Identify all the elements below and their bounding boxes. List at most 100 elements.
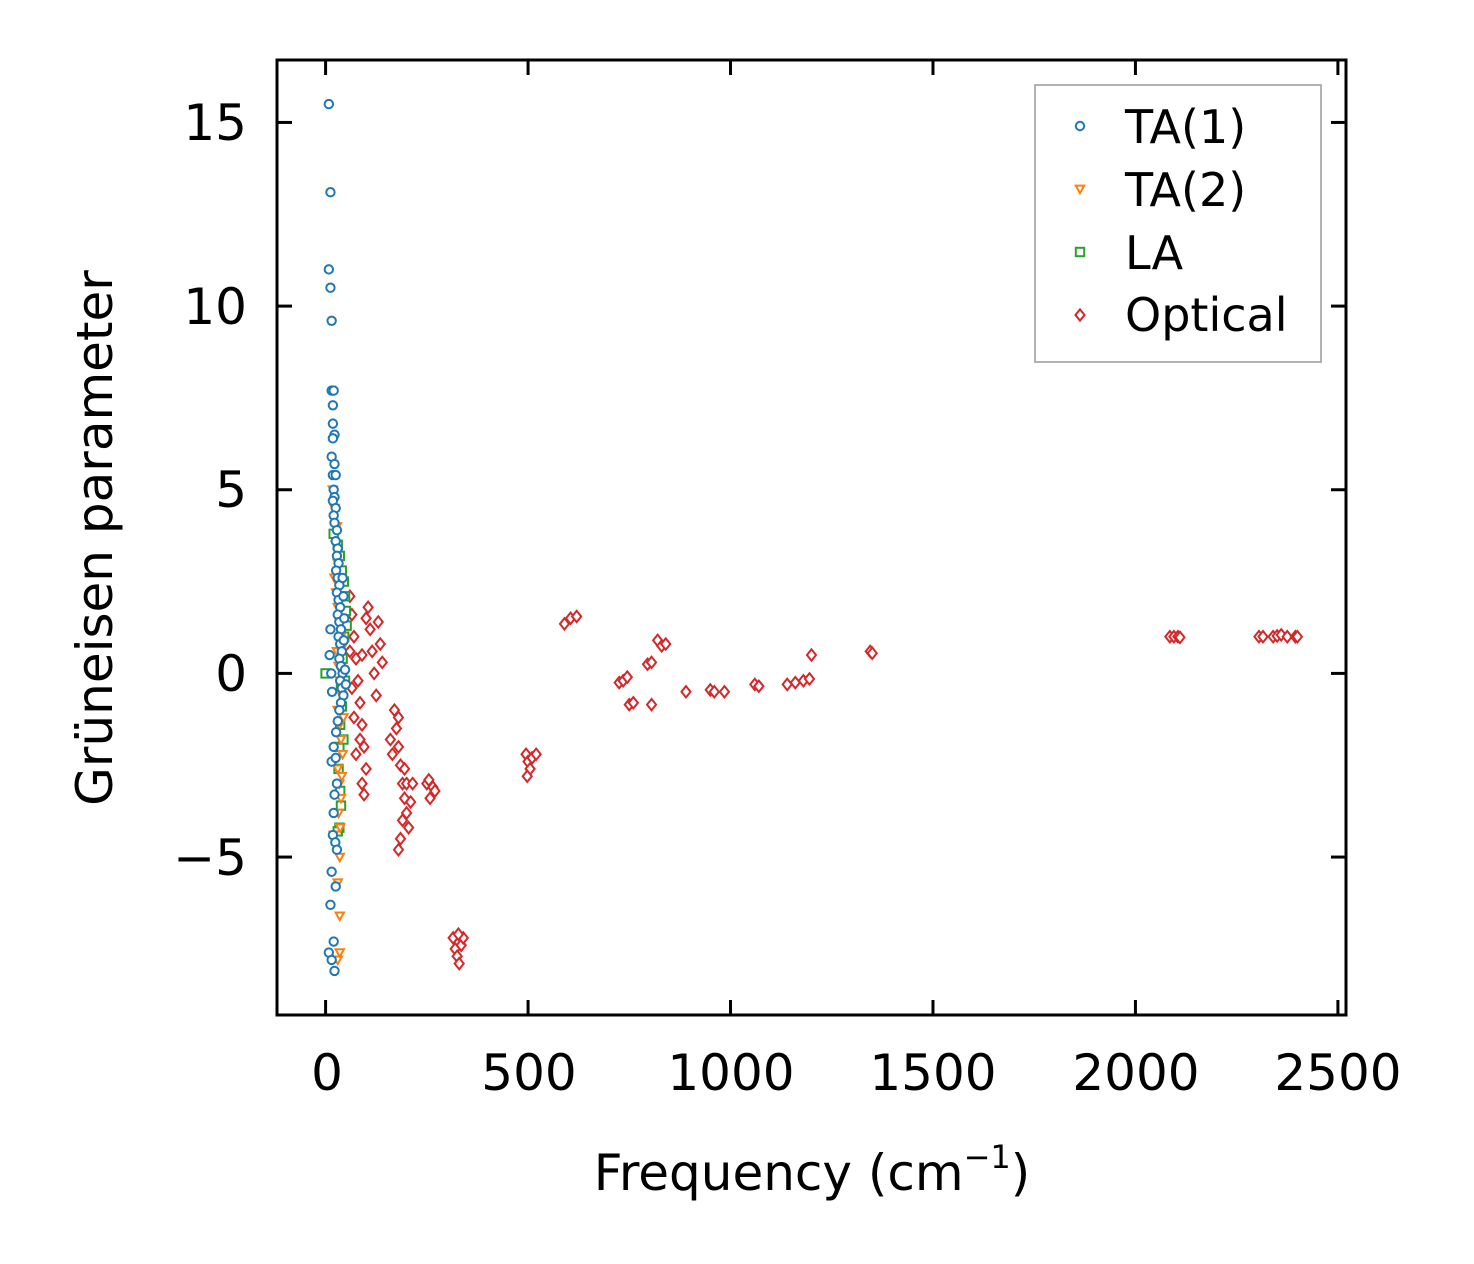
y-tick-label-15: 15 (183, 94, 247, 152)
point-ta-1-48 (328, 741, 339, 753)
point-ta-1-3 (325, 282, 336, 293)
x-tick-label-2000: 2000 (1072, 1044, 1199, 1102)
point-optical-98 (1281, 629, 1294, 644)
point-ta-1-65 (325, 624, 336, 635)
legend-marker-ta-2 (1074, 184, 1086, 196)
x-axis-label: Frequency (cm−1) (594, 1138, 1031, 1202)
point-optical-40 (402, 820, 415, 835)
point-optical-94 (1257, 629, 1269, 644)
point-optical-27 (390, 721, 403, 736)
point-ta-1-14 (330, 469, 341, 481)
point-optical-88 (866, 645, 879, 661)
point-optical-22 (350, 746, 362, 762)
point-optical-10 (358, 787, 370, 802)
point-optical-67 (621, 669, 634, 685)
point-optical-20 (356, 647, 368, 663)
point-ta-1-66 (326, 668, 337, 679)
point-optical-45 (424, 791, 436, 806)
point-ta-1-1 (325, 187, 336, 198)
x-axis-label-superscript: −1 (964, 1138, 1011, 1176)
y-axis-label: Grüneisen parameter (66, 270, 124, 806)
x-axis-label-close: ) (1011, 1144, 1031, 1202)
legend: TA(1) TA(2) LA Optical (1034, 84, 1322, 363)
x-tick-label-0: 0 (311, 1044, 343, 1102)
legend-label-optical: Optical (1125, 288, 1287, 342)
legend-label-ta1: TA(1) (1124, 100, 1246, 154)
point-optical-4 (352, 673, 364, 689)
point-optical-6 (356, 717, 368, 733)
point-optical-41 (404, 794, 417, 810)
point-ta-1-51 (331, 778, 343, 789)
point-ta-1-72 (338, 591, 349, 602)
y-tick-label-5: 5 (215, 461, 247, 519)
x-tick-label-1000: 1000 (667, 1044, 794, 1102)
point-optical-33 (398, 761, 411, 777)
point-ta-1-12 (329, 458, 340, 470)
point-optical-76 (680, 684, 692, 700)
point-optical-12 (364, 622, 376, 637)
point-ta-1-58 (330, 881, 341, 892)
legend-marker-la (1074, 246, 1086, 258)
point-ta-1-4 (326, 315, 337, 326)
point-optical-43 (392, 710, 405, 725)
point-optical-11 (362, 600, 374, 615)
point-ta-1-10 (327, 433, 339, 444)
point-ta-1-8 (327, 418, 339, 429)
x-tick-label-1500: 1500 (869, 1044, 996, 1102)
point-optical-55 (452, 926, 465, 942)
point-optical-42 (406, 776, 419, 791)
legend-markers (1074, 120, 1086, 323)
y-tick-label-10: 10 (183, 278, 247, 336)
point-optical-79 (718, 684, 731, 700)
point-optical-86 (805, 647, 818, 663)
point-optical-71 (645, 655, 658, 670)
point-optical-48 (423, 772, 435, 788)
point-ta-1-64 (324, 649, 335, 661)
point-optical-75 (659, 636, 672, 652)
point-ta-1-62 (326, 954, 337, 966)
point-optical-39 (400, 805, 413, 821)
point-optical-32 (384, 732, 397, 747)
point-optical-62 (558, 616, 571, 632)
point-optical-23 (348, 710, 360, 725)
point-ta-1-56 (331, 844, 343, 855)
point-optical-5 (354, 695, 366, 711)
point-optical-78 (708, 684, 721, 700)
point-ta-2-18 (331, 764, 344, 776)
point-optical-64 (570, 609, 583, 624)
point-ta-1-46 (332, 715, 343, 727)
point-optical-37 (394, 831, 407, 846)
x-tick-labels: 0 500 1000 1500 2000 2500 (311, 1044, 1402, 1102)
point-ta-1-45 (334, 704, 345, 716)
legend-label-la: LA (1125, 226, 1184, 280)
point-ta-1-73 (337, 572, 348, 584)
point-ta-2-26 (333, 911, 346, 923)
point-ta-1-53 (328, 807, 339, 819)
series-ta-1 (323, 98, 352, 977)
point-ta-1-63 (329, 965, 340, 977)
point-ta-1-70 (340, 679, 352, 690)
y-tick-labels: −5 0 5 10 15 (173, 94, 247, 887)
point-optical-38 (392, 842, 405, 857)
point-ta-1-50 (330, 752, 341, 764)
point-optical-52 (453, 956, 466, 971)
point-optical-8 (360, 761, 372, 777)
point-optical-61 (530, 746, 542, 762)
point-ta-1-2 (323, 264, 335, 275)
point-ta-2-22 (334, 823, 347, 834)
legend-marker-ta-1 (1074, 120, 1086, 132)
x-axis-label-main: Frequency (cm (594, 1144, 964, 1202)
point-ta-1-59 (325, 899, 336, 911)
point-ta-1-57 (326, 866, 337, 877)
series-optical (344, 588, 1304, 971)
point-ta-1-0 (323, 98, 335, 110)
point-optical-15 (370, 688, 383, 703)
point-ta-1-71 (339, 613, 350, 624)
point-optical-9 (356, 776, 368, 791)
legend-label-ta2: TA(2) (1124, 163, 1246, 217)
point-optical-28 (392, 739, 405, 755)
point-ta-2-29 (335, 771, 348, 783)
point-ta-2-28 (333, 948, 346, 959)
point-ta-1-69 (339, 664, 351, 675)
